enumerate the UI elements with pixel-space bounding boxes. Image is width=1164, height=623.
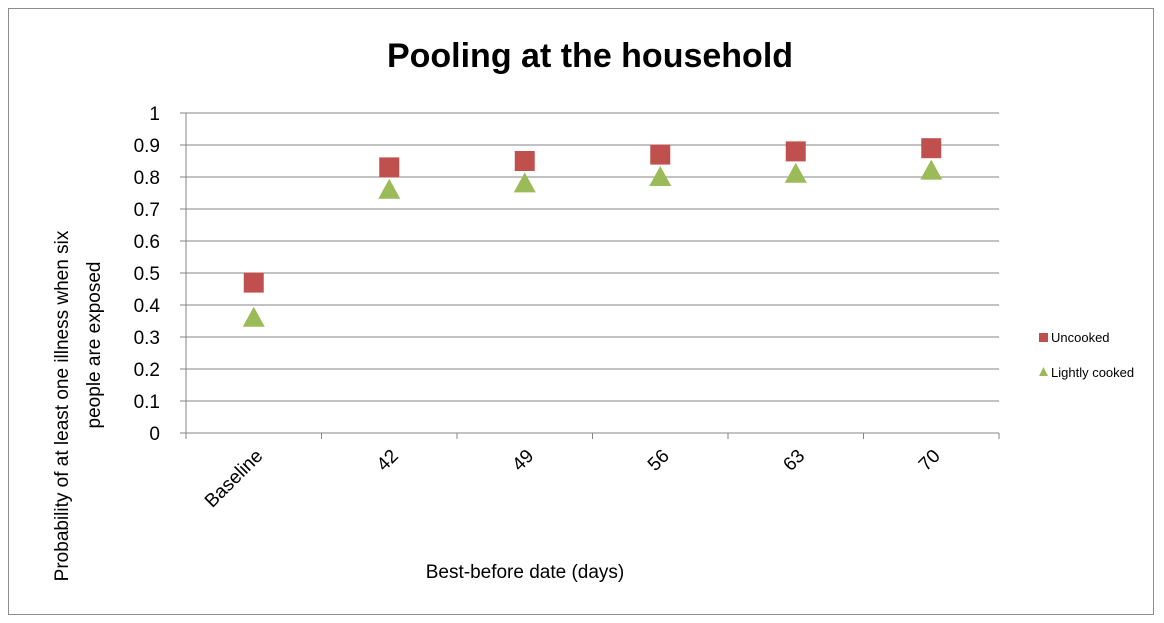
data-point-uncooked xyxy=(650,144,671,165)
chart-frame xyxy=(8,8,1154,615)
x-axis-label: Best-before date (days) xyxy=(426,562,625,583)
y-tick-labels: 0 0.1 0.2 0.3 0.4 0.5 0.6 0.7 0.8 0.9 1 xyxy=(134,104,161,445)
data-point-lightly-cooked xyxy=(513,172,536,193)
y-tick-label: 0.6 xyxy=(134,232,160,253)
x-tick-label: 70 xyxy=(915,446,945,476)
y-tick-label: 0.2 xyxy=(134,360,160,381)
data-point-uncooked xyxy=(785,141,806,162)
gridlines xyxy=(186,112,999,402)
chart-title: Pooling at the household xyxy=(387,37,793,75)
legend-marker-lightly-cooked xyxy=(1039,367,1048,376)
y-axis-label-line-1: Probability of at least one illness when… xyxy=(52,230,73,581)
data-point-lightly-cooked xyxy=(784,162,807,183)
data-point-lightly-cooked xyxy=(649,166,672,186)
legend-label-lightly-cooked: Lightly cooked xyxy=(1051,365,1134,380)
y-tick-label: 0.3 xyxy=(134,328,160,349)
data-point-lightly-cooked xyxy=(378,178,401,199)
legend-marker-uncooked xyxy=(1039,333,1048,342)
y-tick-label: 0.8 xyxy=(134,168,160,189)
y-tick-label: 0.4 xyxy=(134,296,161,317)
y-axis-label-line-2: people are exposed xyxy=(84,262,105,429)
y-tick-label: 0.7 xyxy=(134,200,160,221)
x-tick-label: 63 xyxy=(779,446,809,476)
x-tick-label: Baseline xyxy=(201,446,267,512)
y-tick-label: 0 xyxy=(149,424,160,445)
data-point-uncooked xyxy=(379,157,400,178)
data-point-uncooked xyxy=(921,138,942,159)
data-series xyxy=(242,138,943,327)
y-tick-label: 0.9 xyxy=(134,136,160,157)
legend-label-uncooked: Uncooked xyxy=(1051,330,1110,345)
y-tick-label: 0.1 xyxy=(134,392,160,413)
x-tick-label: 56 xyxy=(644,446,674,476)
data-point-lightly-cooked xyxy=(242,306,265,327)
data-point-lightly-cooked xyxy=(920,159,943,180)
data-point-uncooked xyxy=(514,151,535,171)
data-point-uncooked xyxy=(243,272,264,293)
legend: Uncooked Lightly cooked xyxy=(1039,330,1134,380)
x-tick-label: 42 xyxy=(373,446,403,476)
axes xyxy=(180,112,1000,439)
y-tick-label: 0.5 xyxy=(134,264,160,285)
x-tick-labels: Baseline 42 49 56 63 70 xyxy=(201,446,945,512)
y-tick-label: 1 xyxy=(149,104,160,125)
x-tick-label: 49 xyxy=(508,446,538,476)
